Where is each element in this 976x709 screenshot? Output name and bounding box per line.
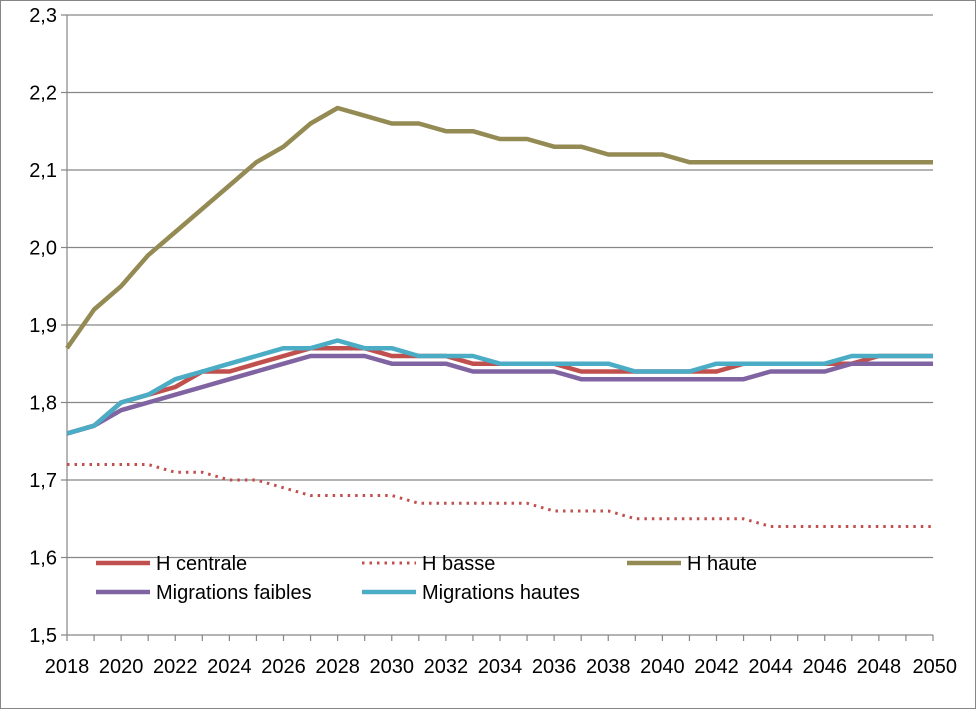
legend: H centrale H basse H haute Migrations faibl… [96,553,757,604]
series-line-h-haute [65,105,933,350]
x-tick-label: 2044 [748,656,793,678]
x-tick-label: 2030 [370,656,415,678]
legend-label: H haute [687,553,757,575]
x-tick-label: 2038 [586,656,631,678]
x-tick-label: 2020 [99,656,144,678]
y-tick-label: 1,7 [29,470,57,492]
y-tick-label: 1,6 [29,548,57,570]
legend-label: H centrale [156,553,247,575]
legend-label: Migrations hautes [422,582,580,604]
gridlines [67,14,933,559]
x-tick-label: 2036 [532,656,577,678]
x-tick-label: 2026 [261,656,306,678]
x-tick-label: 2048 [857,656,902,678]
y-tick-label: 2,2 [29,83,57,105]
x-tick-label: 2040 [640,656,685,678]
x-tick-label: 2050 [913,656,958,678]
legend-label: H basse [422,553,495,575]
series-line-migrations-faibles [66,353,933,436]
series-line-h-basse [67,463,933,528]
x-tick-label: 2028 [315,656,360,678]
x-tick-label: 2022 [153,656,198,678]
x-tick-label: 2046 [803,656,848,678]
x-tick-label: 2018 [45,656,90,678]
x-tick-label: 2032 [424,656,469,678]
y-tick-label: 2,0 [29,238,57,260]
x-tick-label: 2042 [694,656,739,678]
y-tick-label: 1,9 [29,315,57,337]
x-tick-label: 2034 [478,656,523,678]
series-lines [65,105,933,528]
y-tick-label: 1,5 [29,625,57,647]
y-tick-label: 1,8 [29,393,57,415]
x-tick-label: 2024 [207,656,252,678]
legend-label: Migrations faibles [156,582,312,604]
y-tick-label: 2,1 [29,160,57,182]
y-tick-label: 2,3 [29,5,57,27]
axes: 1,5 1,6 1,7 1,8 1,9 2,0 2,1 2,2 2,3 2018 2020 2022 2… [29,5,957,678]
series-line-migrations-hautes [66,338,933,436]
